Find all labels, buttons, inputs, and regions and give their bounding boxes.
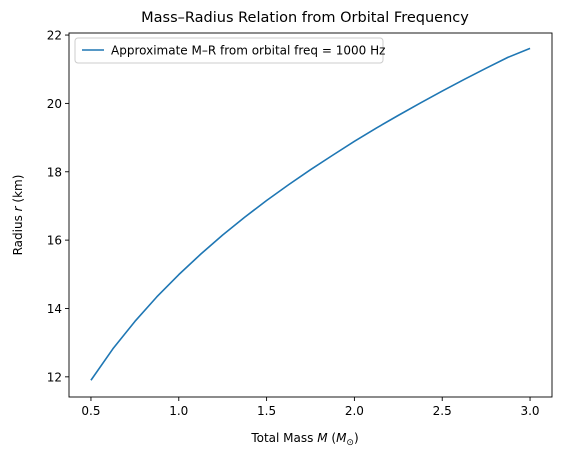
series-line-0	[90, 47, 531, 381]
x-tick-label: 2.0	[345, 404, 364, 418]
legend-box	[74, 37, 384, 64]
y-axis-label: Radius r (km)	[11, 175, 25, 256]
y-tick-label: 14	[47, 302, 62, 316]
y-tick-label: 18	[47, 165, 62, 179]
x-tick-label: 2.5	[433, 404, 452, 418]
y-tick-label: 16	[47, 234, 62, 248]
y-tick-label: 22	[47, 29, 62, 43]
chart-title: Mass–Radius Relation from Orbital Freque…	[141, 10, 469, 26]
legend: Approximate M–R from orbital freq = 1000…	[74, 37, 385, 64]
x-tick-label: 3.0	[520, 404, 539, 418]
axes-frame	[68, 32, 553, 398]
x-tick-label: 1.0	[169, 404, 188, 418]
x-tick-label: 0.5	[81, 404, 100, 418]
plot-area	[68, 32, 553, 398]
x-tick-label: 1.5	[257, 404, 276, 418]
y-tick-label: 12	[47, 370, 62, 384]
x-axis-ticks: 0.5 1.0 1.5 2.0 2.5 3.0	[81, 397, 540, 418]
y-tick-label: 20	[47, 97, 62, 111]
legend-label: Approximate M–R from orbital freq = 1000…	[111, 44, 385, 58]
x-axis-label: Total Mass M (M⊙)	[250, 431, 358, 448]
y-axis-ticks: 12 14 16 18 20 22	[47, 29, 69, 384]
